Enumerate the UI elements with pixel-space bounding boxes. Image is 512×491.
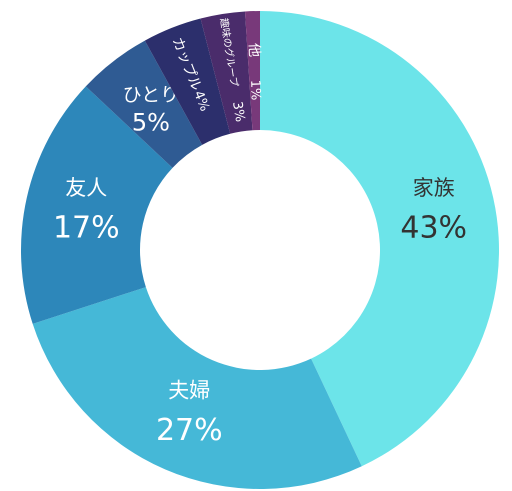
- slice-label: ひとり: [123, 84, 179, 106]
- value-label: 4%: [190, 89, 212, 114]
- pie-slice: [21, 86, 173, 324]
- value-label: 27%: [156, 413, 223, 448]
- value-label: 43%: [400, 211, 467, 246]
- slice-label: 友人: [65, 176, 107, 200]
- value-label: 3%: [229, 100, 247, 123]
- pie-slice: [244, 11, 260, 131]
- slice-label: 夫婦: [168, 378, 210, 402]
- pie-slice: [200, 11, 253, 134]
- pie-slice: [32, 287, 362, 490]
- pie-slice: [260, 11, 499, 467]
- value-label: 5%: [132, 108, 170, 136]
- slice-label: 家族: [413, 176, 455, 200]
- pie-slice: [85, 40, 203, 168]
- slice-label: 他: [246, 43, 262, 57]
- value-label: 17%: [53, 211, 120, 246]
- pie-slice: [144, 18, 231, 145]
- value-label: 1%: [247, 80, 263, 101]
